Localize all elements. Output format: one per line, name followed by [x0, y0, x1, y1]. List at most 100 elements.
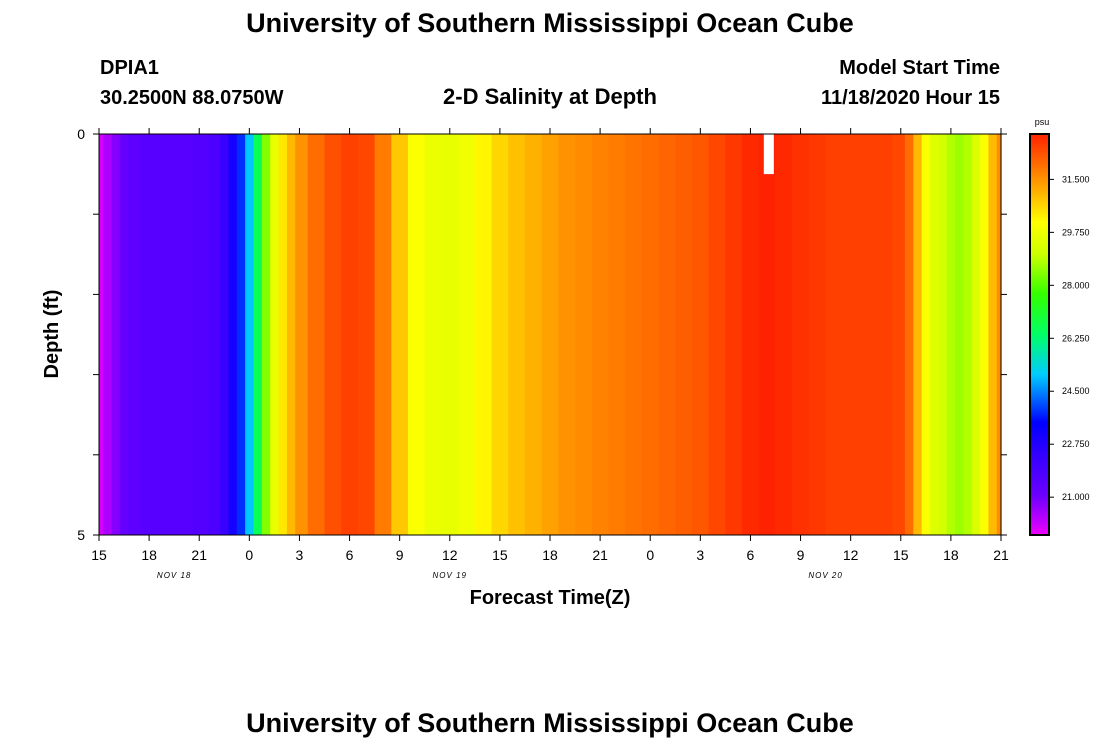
y-axis-label: Depth (ft) [41, 290, 63, 379]
heatmap-cell [207, 134, 221, 535]
page-title: University of Southern Mississippi Ocean… [246, 8, 854, 38]
heatmap-cell [608, 134, 626, 535]
heatmap-cell [357, 134, 376, 535]
heatmap-cell [307, 134, 326, 535]
heatmap-cell [758, 134, 777, 535]
heatmap-cell [286, 134, 296, 535]
heatmap-cell [988, 134, 998, 535]
colorbar-ticks: 31.500 29.750 28.000 26.250 24.500 22.750 21.0… [1049, 174, 1090, 502]
heatmap-cell [675, 134, 693, 535]
colorbar-tick-label: 31.500 [1062, 174, 1090, 184]
heatmap-cell [374, 134, 392, 535]
heatmap-cell [270, 134, 280, 535]
heatmap-cell [904, 134, 914, 535]
x-axis-label: Forecast Time(Z) [470, 587, 631, 609]
heatmap-cell [792, 134, 810, 535]
heatmap-cell [691, 134, 710, 535]
colorbar-tick-label: 21.000 [1062, 492, 1090, 502]
x-tick-label: 15 [893, 547, 909, 563]
colorbar-tick-label: 28.000 [1062, 280, 1090, 290]
colorbar-tick-label: 24.500 [1062, 386, 1090, 396]
heatmap-cell [220, 134, 230, 535]
heatmap-cell [253, 134, 263, 535]
heatmap-cell [391, 134, 409, 535]
heatmap-cell [541, 134, 559, 535]
colorbar-tick-label: 22.750 [1062, 439, 1090, 449]
x-tick-label: 18 [943, 547, 959, 563]
x-tick-label: 21 [191, 547, 207, 563]
heatmap-cell [641, 134, 660, 535]
heatmap-cell [119, 134, 129, 535]
station-coordinates: 30.2500N 88.0750W [100, 87, 284, 109]
heatmap-cell [913, 134, 923, 535]
x-tick-label: 6 [747, 547, 755, 563]
heatmap-cell [103, 134, 113, 535]
x-tick-label: 12 [843, 547, 859, 563]
x-tick-label: 3 [296, 547, 304, 563]
heatmap-cell [963, 134, 973, 535]
heatmap-cell [174, 134, 192, 535]
colorbar-tick-label: 26.250 [1062, 333, 1090, 343]
x-tick-label: 3 [696, 547, 704, 563]
x-tick-label: 18 [141, 547, 157, 563]
x-tick-label: 0 [646, 547, 654, 563]
heatmap-cell [938, 134, 948, 535]
x-tick-label: 21 [592, 547, 608, 563]
station-id: DPIA1 [100, 57, 159, 79]
heatmap-cell [842, 134, 860, 535]
heatmap-cell [859, 134, 877, 535]
missing-data-segment [763, 134, 774, 175]
x-date-label: NOV 20 [808, 571, 842, 580]
x-tick-label: 12 [442, 547, 458, 563]
heatmap-cell [971, 134, 981, 535]
heatmap-cell [408, 134, 426, 535]
heatmap-cell [996, 134, 1002, 535]
heatmap-cell [742, 134, 760, 535]
heatmap-cell [190, 134, 209, 535]
model-start-value: 11/18/2020 Hour 15 [820, 87, 1000, 109]
heatmap-cell [524, 134, 543, 535]
x-tick-label: 9 [396, 547, 404, 563]
heatmap-cell [775, 134, 793, 535]
heatmap-cell [157, 134, 175, 535]
heatmap-cell [558, 134, 576, 535]
heatmap-cell [458, 134, 476, 535]
colorbar-tick-label: 29.750 [1062, 227, 1090, 237]
heatmap-cell [825, 134, 843, 535]
model-start-label: Model Start Time [839, 57, 1000, 79]
heatmap-cell [591, 134, 610, 535]
heatmap-cell [946, 134, 956, 535]
heatmap-cell [228, 134, 238, 535]
heatmap-cell [955, 134, 965, 535]
heatmap-cell [474, 134, 493, 535]
x-tick-label: 15 [492, 547, 508, 563]
heatmap-cells [99, 134, 1002, 535]
heatmap-cell [341, 134, 359, 535]
y-axis: 05 [77, 126, 1007, 543]
heatmap-cell [575, 134, 593, 535]
heatmap-cell [980, 134, 990, 535]
heatmap-cell [708, 134, 726, 535]
x-date-label: NOV 18 [157, 571, 191, 580]
plot-title: 2-D Salinity at Depth [443, 84, 657, 109]
x-date-label: NOV 19 [433, 571, 467, 580]
heatmap-cell [278, 134, 288, 535]
x-tick-label: 9 [797, 547, 805, 563]
heatmap-cell [930, 134, 939, 535]
colorbar [1029, 133, 1050, 536]
heatmap-cell [892, 134, 906, 535]
x-tick-label: 21 [993, 547, 1009, 563]
y-tick-label: 0 [77, 126, 85, 142]
x-tick-label: 15 [91, 547, 107, 563]
heatmap-cell [245, 134, 255, 535]
heatmap-cell [658, 134, 676, 535]
heatmap-cell [875, 134, 894, 535]
heatmap-cell [424, 134, 443, 535]
heatmap-cell [140, 134, 159, 535]
heatmap-cell [128, 134, 142, 535]
heatmap-cell [625, 134, 643, 535]
heatmap-cell [99, 134, 104, 535]
heatmap-cell [921, 134, 931, 535]
